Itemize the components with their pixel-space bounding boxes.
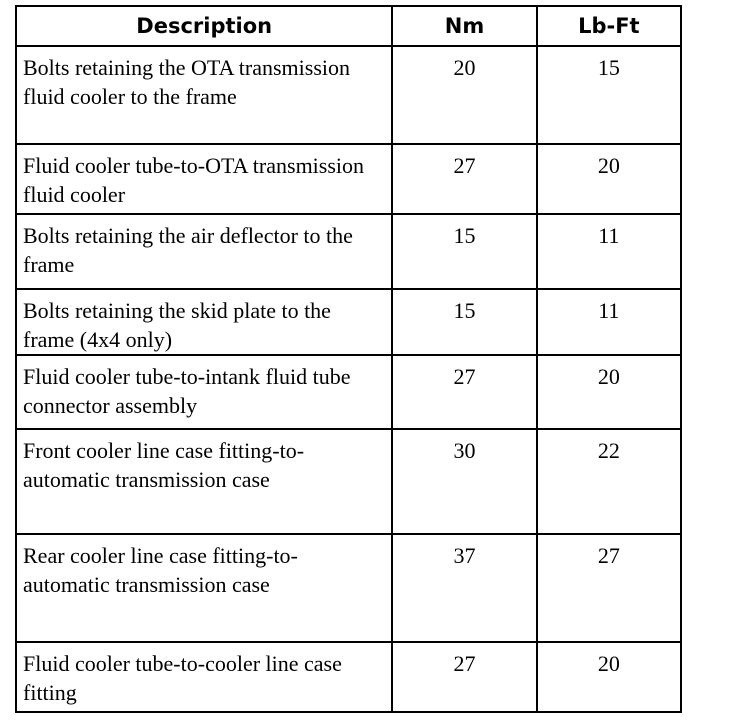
lbft-cell: 11 <box>535 288 683 356</box>
table-row: Bolts retaining the skid plate to the fr… <box>14 288 683 356</box>
description-cell: Fluid cooler tube-to-intank fluid tube c… <box>14 354 394 430</box>
description-cell: Bolts retaining the skid plate to the fr… <box>14 288 394 356</box>
lbft-cell: 15 <box>535 45 683 145</box>
lbft-cell: 11 <box>535 213 683 290</box>
table-row: Fluid cooler tube-to-intank fluid tube c… <box>14 354 683 430</box>
lbft-cell: 20 <box>535 641 683 713</box>
table-row: Rear cooler line case fitting-to-automat… <box>14 533 683 643</box>
description-cell: Front cooler line case fitting-to-automa… <box>14 428 394 535</box>
header-lbft: Lb-Ft <box>535 5 683 47</box>
header-row: Description Nm Lb-Ft <box>14 5 683 47</box>
nm-cell: 27 <box>391 641 538 713</box>
table-row: Bolts retaining the air deflector to the… <box>14 213 683 290</box>
torque-spec-table: Description Nm Lb-Ft Bolts retaining the… <box>14 5 683 713</box>
description-cell: Fluid cooler tube-to-cooler line case fi… <box>14 641 394 713</box>
description-cell: Fluid cooler tube-to-OTA transmission fl… <box>14 143 394 215</box>
lbft-cell: 27 <box>535 533 683 643</box>
nm-cell: 15 <box>391 288 538 356</box>
lbft-cell: 22 <box>535 428 683 535</box>
nm-cell: 20 <box>391 45 538 145</box>
header-description: Description <box>14 5 394 47</box>
nm-cell: 30 <box>391 428 538 535</box>
nm-cell: 27 <box>391 354 538 430</box>
description-cell: Bolts retaining the air deflector to the… <box>14 213 394 290</box>
table-row: Fluid cooler tube-to-OTA transmission fl… <box>14 143 683 215</box>
lbft-cell: 20 <box>535 143 683 215</box>
table-row: Fluid cooler tube-to-cooler line case fi… <box>14 641 683 713</box>
description-cell: Bolts retaining the OTA transmission flu… <box>14 45 394 145</box>
nm-cell: 15 <box>391 213 538 290</box>
header-nm: Nm <box>391 5 538 47</box>
lbft-cell: 20 <box>535 354 683 430</box>
nm-cell: 37 <box>391 533 538 643</box>
nm-cell: 27 <box>391 143 538 215</box>
table-row: Front cooler line case fitting-to-automa… <box>14 428 683 535</box>
table-row: Bolts retaining the OTA transmission flu… <box>14 45 683 145</box>
description-cell: Rear cooler line case fitting-to-automat… <box>14 533 394 643</box>
